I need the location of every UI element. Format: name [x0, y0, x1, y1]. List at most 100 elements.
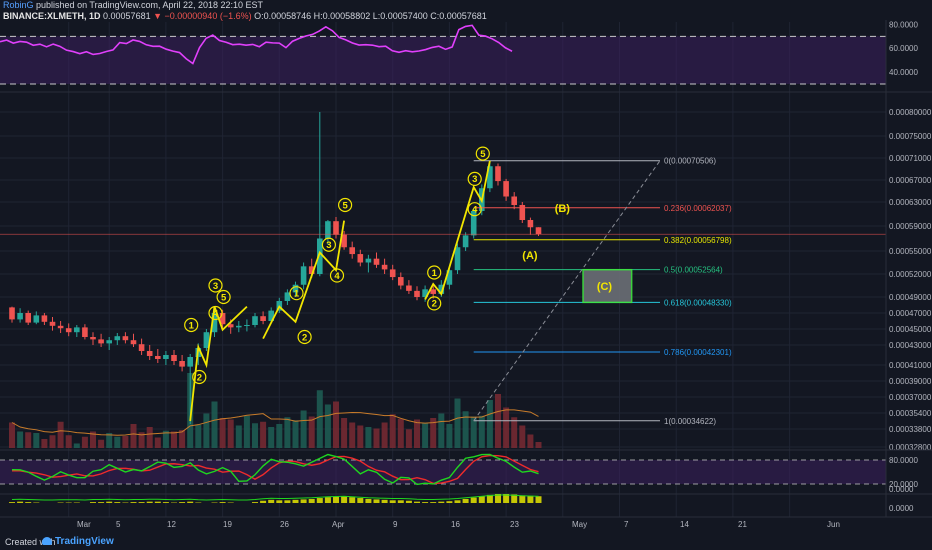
wave-label: 3: [326, 240, 331, 251]
wave-label-circle: [289, 286, 304, 301]
oscillator-bar: [373, 499, 380, 503]
volume-bar: [227, 419, 234, 448]
oscillator-bar: [381, 499, 388, 503]
volume-bar: [535, 442, 542, 448]
volume-bar: [49, 435, 56, 448]
price-axis-label: 0.00047000: [889, 309, 932, 318]
price-axis-label: 0.00052000: [889, 270, 932, 279]
oscillator-bar: [438, 501, 445, 503]
time-axis-label: Jun: [827, 520, 840, 529]
volume-bar: [81, 436, 88, 448]
volume-bar: [300, 410, 307, 448]
volume-bar: [252, 423, 258, 448]
volume-bar: [446, 424, 453, 448]
volume-bar: [389, 414, 396, 448]
candle-body: [511, 196, 517, 205]
time-axis-label: 9: [393, 520, 398, 529]
tradingview-chart[interactable]: 80.000060.000040.00000.000800000.0007500…: [0, 0, 932, 534]
oscillator-bar: [462, 498, 469, 503]
wave-label-circle: [184, 317, 199, 333]
volume-bar: [25, 432, 32, 448]
candle-body: [252, 316, 258, 325]
wave-label-circle: [208, 305, 223, 321]
candle-body: [357, 254, 364, 263]
volume-bar: [462, 411, 469, 448]
wave-label: 5: [480, 149, 486, 160]
oscillator-bar: [162, 502, 169, 503]
oscillator-bar: [446, 501, 453, 503]
tradingview-brand[interactable]: TradingView: [55, 536, 114, 547]
wave-label-circle: [321, 237, 336, 252]
candle-body: [462, 235, 469, 248]
rsi-band: [0, 36, 886, 85]
oscillator-bar: [219, 502, 226, 503]
volume-bar: [365, 427, 372, 448]
volume-bar: [333, 401, 339, 448]
price-axis-label: 0.00049000: [889, 293, 932, 302]
oscillator-bar: [98, 502, 105, 503]
price-axis-label: 0.00032800: [889, 443, 932, 452]
time-axis-label: May: [572, 520, 587, 529]
volume-bar: [235, 425, 242, 448]
elliott-wave-line: [424, 160, 491, 300]
volume-bar: [122, 436, 129, 448]
wave-label: 4: [334, 271, 340, 282]
elliott-wave-line: [189, 305, 248, 422]
oscillator-bar: [422, 502, 429, 503]
stoch-k-line: [11, 453, 539, 486]
candle-body: [227, 324, 234, 328]
wave-label: 3: [213, 281, 218, 292]
volume-bar: [438, 413, 445, 448]
oscillator-bar: [130, 502, 137, 503]
candle-body: [138, 344, 145, 351]
candle-body: [389, 269, 396, 278]
oscillator-bar: [146, 501, 153, 503]
candle-body: [454, 247, 461, 271]
volume-bar: [219, 418, 226, 448]
wave-label: 1: [189, 320, 195, 331]
stoch-axis-label: 20.0000: [889, 480, 918, 489]
volume-bar: [73, 443, 80, 448]
volume-bar: [276, 424, 283, 448]
volume-bar: [430, 418, 437, 448]
oscillator-bar: [17, 501, 24, 503]
price-axis-label: 0.00063000: [889, 198, 932, 207]
candle-body: [503, 181, 509, 197]
wave-annotation-a: (A): [522, 250, 538, 262]
oscillator-bar: [187, 501, 194, 503]
candle-body: [155, 356, 161, 359]
volume-bar: [373, 428, 380, 448]
candle-body: [284, 292, 291, 301]
price-axis-label: 0.00035400: [889, 409, 932, 418]
candle-body: [41, 315, 48, 322]
stoch-d-line: [11, 454, 539, 485]
wave-label-circle: [192, 369, 207, 385]
oscillator-bar: [114, 502, 121, 503]
volume-bar: [486, 400, 493, 448]
fib-level-label: 0.5(0.00052564): [664, 266, 723, 275]
candle-body: [163, 355, 169, 359]
author-link[interactable]: RobinG: [3, 0, 34, 10]
wave-label: 1: [432, 268, 438, 279]
wave-label: 4: [213, 308, 219, 319]
volume-bar: [154, 437, 161, 448]
candle-body: [430, 289, 436, 294]
oscillator-bar: [503, 494, 510, 503]
volume-bar: [90, 431, 96, 448]
rsi-axis-label: 40.0000: [889, 68, 918, 77]
wave-label-circle: [338, 197, 353, 213]
footer: Created with TradingView: [0, 534, 932, 550]
oscillator-bar: [284, 500, 291, 503]
volume-bar: [130, 424, 137, 448]
price-axis-label: 0.00039000: [889, 377, 932, 386]
candle-body: [211, 313, 218, 333]
candle-body: [349, 247, 355, 255]
price-change: ▼ −0.00000940 (−1.6%): [153, 11, 252, 21]
candle-body: [260, 316, 266, 321]
price-axis-label: 0.00075000: [889, 132, 932, 141]
oscillator-bar: [405, 500, 412, 503]
candle-body: [179, 361, 185, 367]
oscillator-bar: [511, 494, 518, 503]
time-axis-label: 14: [680, 520, 689, 529]
volume-bar: [260, 421, 267, 448]
